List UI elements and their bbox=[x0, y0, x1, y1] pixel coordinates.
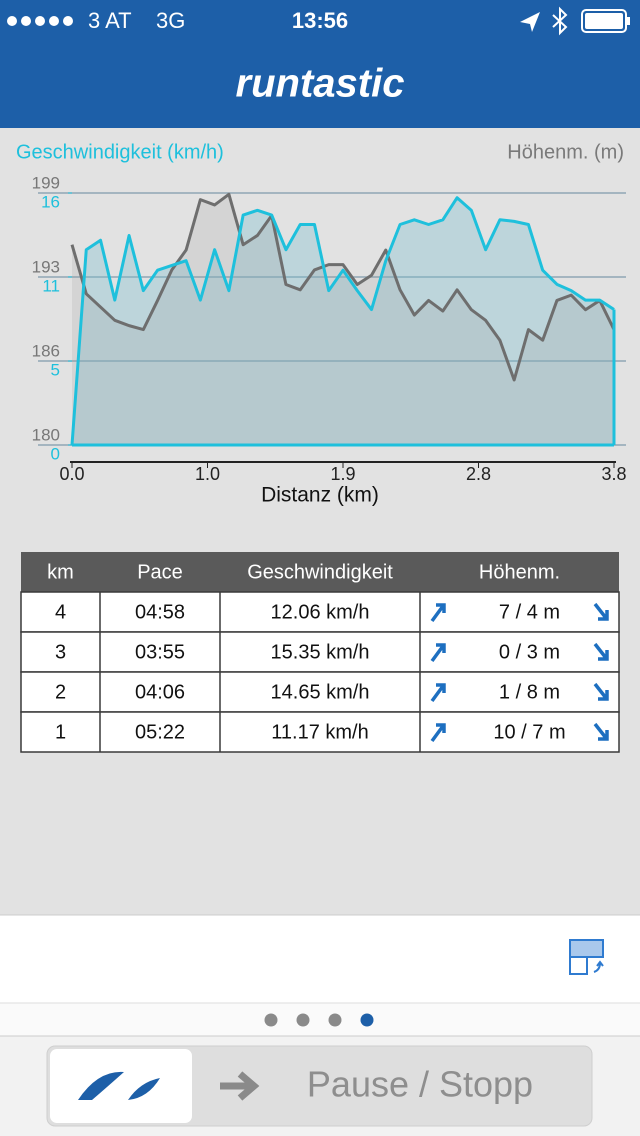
layout-toggle[interactable] bbox=[569, 939, 604, 975]
y-tick-label: 16 bbox=[41, 192, 60, 211]
header-cell: Geschwindigkeit bbox=[247, 561, 393, 583]
button-label[interactable]: Pause / Stopp bbox=[307, 1064, 533, 1105]
signal-dots bbox=[7, 16, 73, 26]
area-fill bbox=[72, 197, 614, 445]
y2-axis-label: Höhenm. (m) bbox=[507, 141, 624, 163]
descent-arrow bbox=[593, 602, 609, 621]
table-header bbox=[21, 552, 619, 592]
y2-tick-label: 193 bbox=[32, 257, 60, 276]
table-cell: 15.35 km/h bbox=[271, 641, 370, 663]
table-cell: 04:06 bbox=[135, 681, 185, 703]
ascent-arrow bbox=[430, 723, 446, 743]
table-cell: 3 bbox=[55, 641, 66, 663]
x-tick-label: 1.0 bbox=[195, 464, 220, 484]
table-cell: 05:22 bbox=[135, 721, 185, 743]
area-fill bbox=[72, 194, 614, 445]
table-row bbox=[20, 591, 620, 633]
series-line bbox=[70, 192, 616, 382]
splits-table: km Pace Geschwindigkeit Höhenm. 4 04:58 12.06 … bbox=[20, 552, 620, 753]
chart: Geschwindigkeit (km/h) Höhenm. (m) 180 186 1… bbox=[16, 141, 627, 506]
y-tick-label: 11 bbox=[42, 276, 60, 295]
table-row bbox=[20, 671, 620, 713]
clock: 13:56 bbox=[292, 8, 348, 33]
y-axis-label: Geschwindigkeit (km/h) bbox=[16, 141, 224, 163]
x-tick-label: 3.8 bbox=[601, 464, 626, 484]
chart-panel bbox=[0, 128, 640, 915]
table-cell: 12.06 km/h bbox=[271, 601, 370, 623]
table-cell: 11.17 km/h bbox=[271, 721, 368, 743]
series-line bbox=[70, 196, 615, 446]
table-cell: 03:55 bbox=[135, 641, 185, 663]
table-cell: 1 bbox=[55, 721, 66, 743]
descent-arrow bbox=[593, 722, 609, 741]
pause-stop-button[interactable]: Pause / Stopp bbox=[46, 1045, 593, 1127]
page-dots[interactable] bbox=[264, 1013, 374, 1027]
x-axis-label: Distanz (km) bbox=[261, 484, 379, 507]
y2-tick-label: 199 bbox=[32, 173, 60, 192]
location-icon bbox=[520, 12, 540, 32]
header-cell: km bbox=[47, 561, 74, 583]
y-tick-label: 5 bbox=[51, 361, 60, 380]
descent-arrow bbox=[593, 682, 609, 701]
network: 3G bbox=[156, 8, 185, 33]
header-cell: Pace bbox=[137, 561, 183, 583]
y2-tick-label: 186 bbox=[32, 342, 60, 361]
ascent-arrow bbox=[430, 643, 446, 663]
page-indicator bbox=[0, 1003, 640, 1036]
table-cell: 1 / 8 m bbox=[499, 681, 560, 703]
descent-arrow bbox=[593, 642, 609, 661]
battery-icon bbox=[581, 9, 630, 33]
x-tick-label: 0.0 bbox=[59, 464, 84, 484]
table-cell: 2 bbox=[55, 681, 66, 703]
logo: runtastic bbox=[236, 62, 405, 106]
ascent-arrow bbox=[430, 683, 446, 703]
carrier: 3 AT bbox=[88, 8, 132, 33]
y-tick-label: 0 bbox=[51, 444, 60, 463]
table-cell: 7 / 4 m bbox=[499, 601, 560, 623]
table-cell: 04:58 bbox=[135, 601, 185, 623]
y2-tick-label: 180 bbox=[32, 425, 60, 444]
table-row bbox=[20, 711, 620, 753]
ascent-arrow bbox=[430, 603, 446, 623]
header-cell: Höhenm. bbox=[479, 561, 560, 583]
table-row bbox=[20, 631, 620, 673]
toolbar bbox=[0, 915, 640, 1003]
table-cell: 14.65 km/h bbox=[271, 681, 370, 703]
x-tick-label: 2.8 bbox=[466, 464, 491, 484]
table-cell: 4 bbox=[55, 601, 66, 623]
bluetooth-icon bbox=[552, 6, 568, 36]
x-tick-label: 1.9 bbox=[330, 464, 355, 484]
table-cell: 0 / 3 m bbox=[499, 641, 560, 663]
table-cell: 10 / 7 m bbox=[493, 721, 565, 743]
